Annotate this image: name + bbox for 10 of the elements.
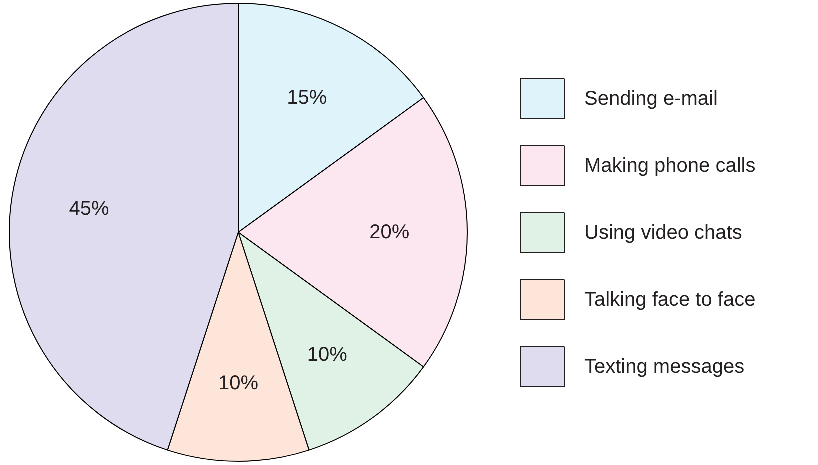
legend-label: Using video chats [584,222,742,244]
data-label: 45% [69,198,110,220]
data-label: 15% [287,86,328,109]
legend-label: Making phone calls [584,155,756,177]
data-label: 10% [307,344,348,366]
legend-label: Sending e-mail [584,88,718,110]
data-label: 20% [370,222,410,244]
data-label: 10% [218,372,259,395]
legend-label: Texting messages [584,356,745,378]
legend-label: Talking face to face [584,289,756,311]
